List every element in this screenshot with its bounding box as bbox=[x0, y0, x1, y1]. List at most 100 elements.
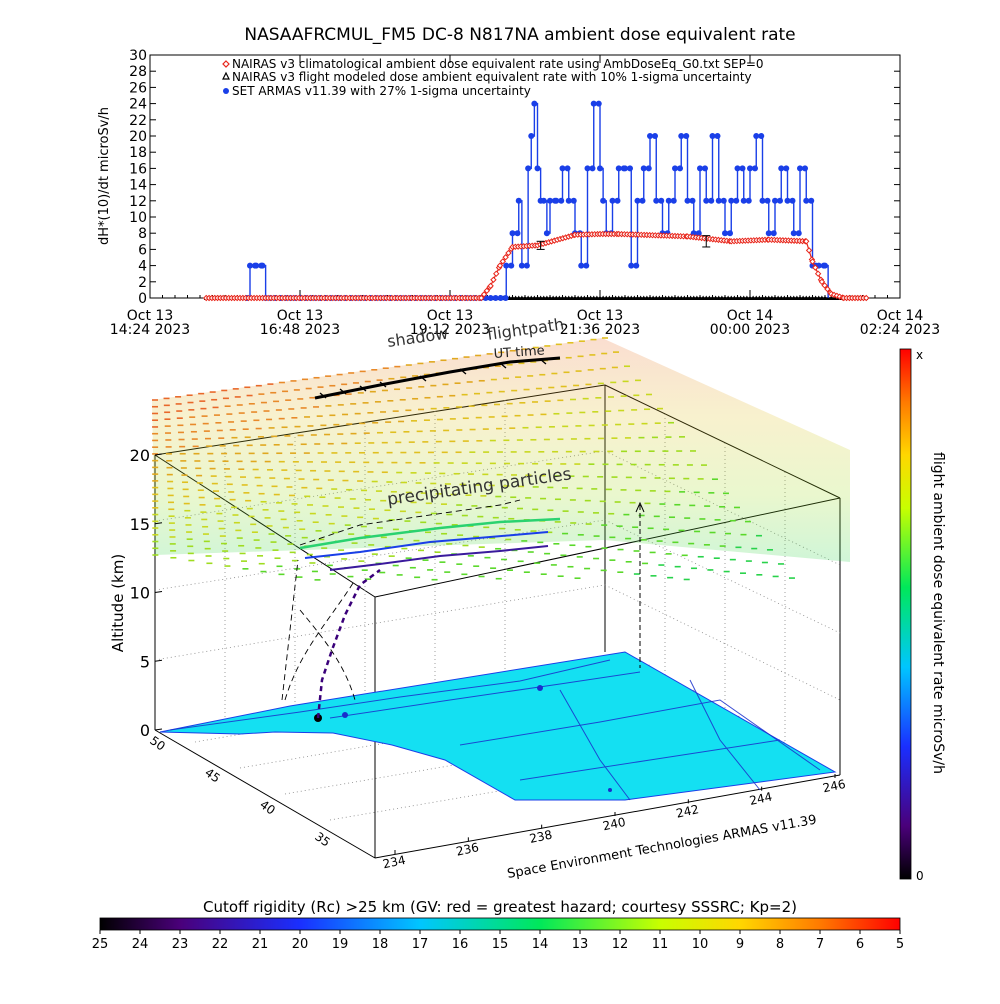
bottom-colorbar-tick-label: 25 bbox=[92, 937, 109, 952]
x-tick-label-date: Oct 13 bbox=[127, 308, 173, 324]
series-set-armas-point bbox=[543, 230, 550, 237]
series-set-armas-point bbox=[589, 165, 596, 172]
legend-label-set-armas: SET ARMAS v11.39 with 27% 1-sigma uncert… bbox=[232, 84, 531, 98]
bottom-colorbar-tick-label: 23 bbox=[172, 937, 189, 952]
latitude-tick-label: 45 bbox=[202, 765, 223, 785]
series-set-armas-point bbox=[518, 262, 525, 269]
bottom-colorbar-tick-label: 22 bbox=[212, 937, 229, 952]
series-set-armas-point bbox=[783, 165, 790, 172]
z-tick-mark bbox=[154, 591, 163, 593]
series-nairas-climatological-point bbox=[483, 287, 491, 294]
series-set-armas-point bbox=[514, 230, 521, 237]
series-set-armas-point bbox=[772, 197, 778, 204]
track-tick bbox=[459, 368, 467, 375]
x-tick-label-date: Oct 14 bbox=[727, 308, 774, 324]
series-set-armas-point bbox=[531, 100, 538, 107]
series-nairas-climatological-point bbox=[809, 258, 816, 265]
series-set-armas-point bbox=[789, 197, 796, 204]
map-mark bbox=[342, 712, 348, 718]
series-set-armas-point bbox=[503, 262, 510, 269]
z-tick-mark bbox=[154, 728, 163, 731]
y-tick-label: 16 bbox=[129, 161, 147, 177]
latitude-tick-label: 40 bbox=[257, 797, 278, 817]
series-set-armas-point bbox=[720, 197, 727, 204]
series-set-armas-point bbox=[597, 165, 603, 172]
series-set-armas-point bbox=[583, 262, 590, 269]
ground-map bbox=[159, 651, 837, 801]
series-nairas-climatological-point bbox=[505, 249, 512, 257]
series-set-armas-point bbox=[259, 262, 266, 269]
map-boundary bbox=[459, 699, 821, 771]
y-tick-label: 20 bbox=[129, 129, 147, 145]
box-edge bbox=[154, 729, 376, 859]
series-set-armas-point bbox=[714, 133, 721, 139]
y-tick-label: 28 bbox=[129, 64, 147, 80]
bottom-colorbar-tick-label: 6 bbox=[856, 937, 864, 952]
series-set-armas-point bbox=[253, 262, 260, 269]
bottom-colorbar-tick-label: 17 bbox=[412, 937, 429, 952]
legend-marker-nairas-flight bbox=[222, 71, 230, 80]
series-set-armas-point bbox=[564, 165, 571, 172]
annotation-flightpath: flightpath bbox=[486, 314, 565, 344]
top-y-axis-label: dH*(10)/dt microSv/h bbox=[97, 107, 112, 245]
series-set-armas-point bbox=[497, 295, 504, 301]
bottom-colorbar-tick-label: 10 bbox=[692, 937, 709, 952]
bottom-colorbar-tick-label: 13 bbox=[572, 937, 589, 952]
series-nairas-climatological-point bbox=[487, 282, 494, 290]
z-tick-mark bbox=[154, 522, 163, 525]
top-legend: NAIRAS v3 climatological ambient dose eq… bbox=[222, 57, 764, 98]
series-set-armas-point bbox=[609, 197, 616, 204]
grid-line bbox=[154, 584, 606, 661]
series-set-armas-point bbox=[558, 197, 565, 204]
series-set-armas-point bbox=[540, 197, 547, 204]
bottom-colorbar-tick-label: 5 bbox=[896, 937, 904, 952]
series-set-armas-point bbox=[708, 197, 715, 204]
series-set-armas-point bbox=[590, 100, 597, 107]
x-tick-label-date: Oct 13 bbox=[427, 308, 473, 324]
box-edge bbox=[374, 774, 841, 859]
map-mark bbox=[608, 788, 612, 792]
bottom-colorbar-tick-label: 11 bbox=[652, 937, 669, 952]
bottom-colorbar-title: Cutoff rigidity (Rc) >25 km (GV: red = g… bbox=[203, 898, 797, 916]
series-set-armas-point bbox=[647, 133, 653, 139]
series-set-armas-point bbox=[665, 197, 672, 204]
bottom-colorbar-tick-label: 12 bbox=[612, 937, 629, 952]
series-set-armas-point bbox=[634, 197, 641, 204]
series-set-armas-point bbox=[790, 230, 797, 237]
series-set-armas-point bbox=[764, 197, 771, 204]
longitude-tick-label: 234 bbox=[382, 853, 407, 871]
track-tick bbox=[339, 388, 347, 395]
x-tick-label-date: Oct 13 bbox=[577, 308, 623, 324]
right-colorbar-bottom-label: 0 bbox=[916, 869, 924, 883]
series-set-armas-point bbox=[690, 230, 697, 237]
flight-path-cruise-lower bbox=[329, 545, 549, 571]
right-colorbar-top-label: x bbox=[916, 348, 923, 362]
y-tick-label: 4 bbox=[138, 259, 147, 275]
latitude-tick-label: 50 bbox=[147, 733, 168, 753]
series-set-armas-point bbox=[614, 197, 621, 204]
series-set-armas-point bbox=[615, 165, 622, 172]
x-tick-label-time: 00:00 2023 bbox=[710, 322, 790, 338]
series-set-armas-point bbox=[697, 165, 703, 172]
series-nairas-climatological-point bbox=[478, 294, 485, 302]
map-boundary bbox=[689, 679, 761, 791]
series-set-armas-point bbox=[553, 197, 560, 204]
x-tick-label-time: 14:24 2023 bbox=[110, 322, 190, 338]
series-set-armas-point bbox=[803, 197, 810, 204]
bottom-colorbar-ticks: 25 24 23 22 21 20 19 18 17 16 15 14 13 12 11 10 9 8 7 6 5 bbox=[92, 930, 904, 952]
series-set-armas-point bbox=[658, 197, 665, 204]
x-tick-label-date: Oct 14 bbox=[877, 308, 924, 324]
legend-marker-set-armas bbox=[223, 88, 229, 94]
series-nairas-climatological-point bbox=[496, 262, 504, 269]
y-tick-label: 2 bbox=[138, 275, 147, 291]
series-set-armas-point bbox=[709, 133, 716, 139]
series-nairas-climatological-point bbox=[502, 254, 509, 261]
longitude-tick-label: 246 bbox=[822, 777, 847, 795]
series-set-armas-point bbox=[684, 197, 691, 204]
series-set-armas-point bbox=[523, 262, 530, 269]
series-set-armas-point bbox=[670, 197, 677, 204]
bottom-colorbar-tick-label: 9 bbox=[736, 937, 744, 952]
series-set-armas-point bbox=[677, 165, 683, 172]
